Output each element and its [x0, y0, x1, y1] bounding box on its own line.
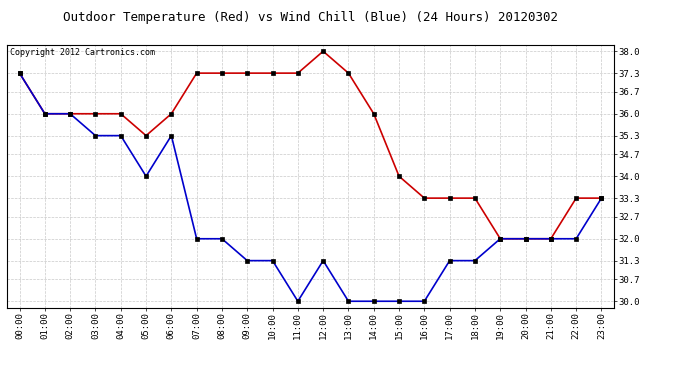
- Text: Copyright 2012 Cartronics.com: Copyright 2012 Cartronics.com: [10, 48, 155, 57]
- Text: Outdoor Temperature (Red) vs Wind Chill (Blue) (24 Hours) 20120302: Outdoor Temperature (Red) vs Wind Chill …: [63, 11, 558, 24]
